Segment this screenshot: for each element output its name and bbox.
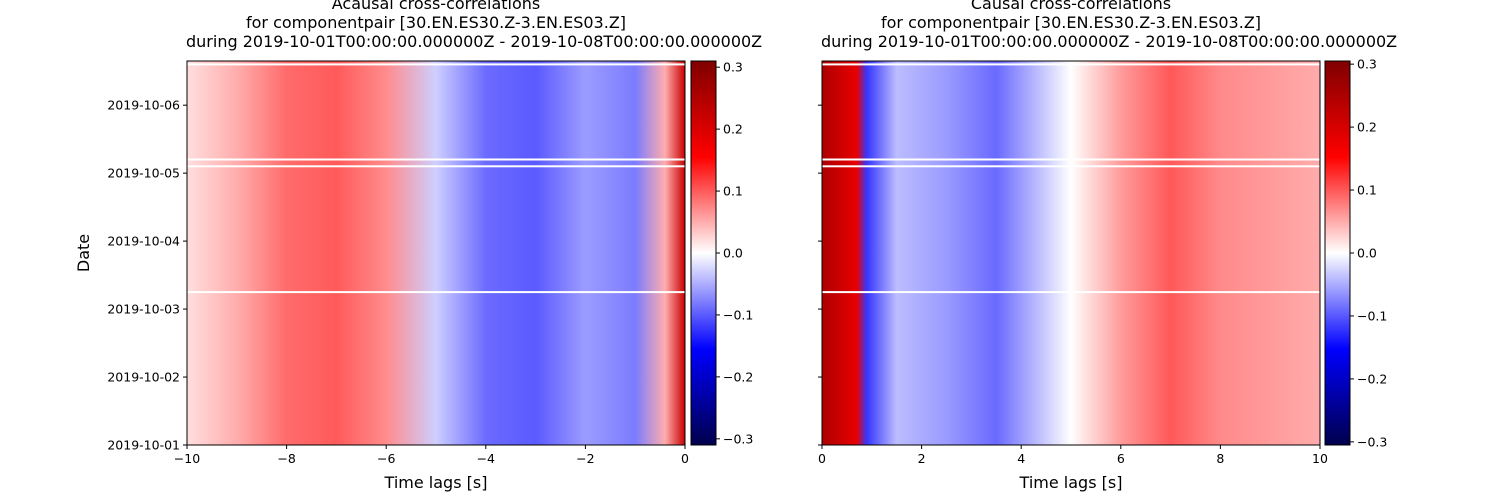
y-tick-label: 2019-10-03 <box>107 302 180 317</box>
x-tick-label: −4 <box>477 451 495 466</box>
right-heatmap-image <box>822 61 1320 445</box>
left-heatmap-image <box>187 61 685 445</box>
colorbar-tick-label: −0.2 <box>723 369 753 384</box>
left-colorbar-gradient <box>691 61 716 445</box>
y-tick-label: 2019-10-02 <box>107 370 180 385</box>
colorbar-tick-label: 0.2 <box>1357 120 1377 135</box>
left-y-axis-ticks: 2019-10-01 2019-10-02 2019-10-03 2019-10-04… <box>107 98 187 453</box>
y-tick-label: 2019-10-05 <box>107 166 180 181</box>
data-gap-row <box>822 291 1320 294</box>
data-gap-row <box>822 158 1320 161</box>
colorbar-tick-label: 0.3 <box>723 60 743 75</box>
colorbar-tick-label: 0.1 <box>1357 183 1377 198</box>
colorbar-tick-label: −0.3 <box>723 431 753 446</box>
x-tick-label: 8 <box>1216 451 1224 466</box>
right-chart-title: Causal cross-correlations for componentp… <box>821 0 1398 51</box>
y-tick-label: 2019-10-06 <box>107 98 180 113</box>
x-tick-label: 0 <box>681 451 689 466</box>
left-title-line-3: during 2019-10-01T00:00:00.000000Z - 201… <box>186 32 763 51</box>
data-gap-row <box>187 63 685 66</box>
x-tick-label: 4 <box>1017 451 1025 466</box>
right-heatmap-panel: 0 2 4 6 8 10 Time lags [s] <box>818 60 1328 492</box>
x-tick-label: −2 <box>576 451 594 466</box>
left-heatmap-panel: −10 −8 −6 −4 −2 0 2019-10-012019-10-022019-10… <box>74 60 689 492</box>
colorbar-tick-label: 0.0 <box>723 246 743 261</box>
x-tick-label: 10 <box>1312 451 1328 466</box>
right-colorbar-ticks: −0.3 −0.2 −0.1 0.0 0.1 0.2 0.3 <box>1350 57 1387 449</box>
data-gap-row <box>187 165 685 168</box>
colorbar-tick-label: 0.1 <box>723 184 743 199</box>
right-data-gaps <box>822 63 1320 294</box>
x-tick-label: 6 <box>1117 451 1125 466</box>
right-colorbar: −0.3 −0.2 −0.1 0.0 0.1 0.2 0.3 <box>1324 57 1387 449</box>
data-gap-row <box>187 158 685 161</box>
colorbar-tick-label: 0.3 <box>1357 57 1377 72</box>
right-y-axis-ticks <box>818 104 822 446</box>
colorbar-tick-label: −0.3 <box>1357 434 1387 449</box>
x-tick-label: −8 <box>277 451 295 466</box>
colorbar-tick-label: −0.1 <box>1357 308 1387 323</box>
left-chart-title: Acausal cross-correlations for component… <box>186 0 763 51</box>
right-x-axis-label: Time lags [s] <box>1019 473 1123 492</box>
left-x-axis-ticks: −10 −8 −6 −4 −2 0 <box>174 445 689 466</box>
colorbar-tick-label: −0.2 <box>1357 371 1387 386</box>
colorbar-tick-label: 0.2 <box>723 122 743 137</box>
x-tick-label: 2 <box>918 451 926 466</box>
left-plot-frame <box>186 60 686 446</box>
left-title-line-2: for componentpair [30.EN.ES30.Z-3.EN.ES0… <box>245 13 627 32</box>
right-title-line-1: Causal cross-correlations <box>970 0 1172 13</box>
x-tick-label: −10 <box>174 451 200 466</box>
colorbar-tick-label: −0.1 <box>723 307 753 322</box>
right-x-axis-ticks: 0 2 4 6 8 10 <box>818 445 1328 466</box>
left-title-line-1: Acausal cross-correlations <box>331 0 541 13</box>
x-tick-label: 0 <box>818 451 826 466</box>
y-axis-label: Date <box>74 234 93 272</box>
x-tick-label: −6 <box>377 451 395 466</box>
data-gap-row <box>822 165 1320 168</box>
left-data-gaps <box>187 63 685 294</box>
y-tick-label: 2019-10-04 <box>107 234 180 249</box>
right-colorbar-gradient <box>1325 61 1350 445</box>
y-tick-label: 2019-10-01 <box>107 438 180 453</box>
left-colorbar-ticks: −0.3 −0.2 −0.1 0.0 0.1 0.2 0.3 <box>716 60 753 446</box>
left-colorbar: −0.3 −0.2 −0.1 0.0 0.1 0.2 0.3 <box>690 60 753 446</box>
right-title-line-2: for componentpair [30.EN.ES30.Z-3.EN.ES0… <box>880 13 1262 32</box>
left-x-axis-label: Time lags [s] <box>384 473 488 492</box>
data-gap-row <box>187 291 685 294</box>
right-title-line-3: during 2019-10-01T00:00:00.000000Z - 201… <box>821 32 1398 51</box>
data-gap-row <box>822 63 1320 66</box>
right-plot-frame <box>821 60 1321 446</box>
colorbar-tick-label: 0.0 <box>1357 246 1377 261</box>
